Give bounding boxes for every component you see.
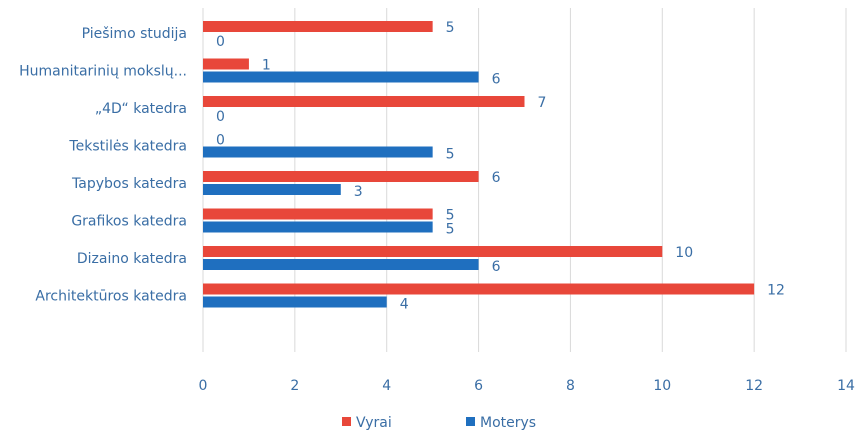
- x-tick-label: 4: [382, 378, 391, 394]
- bar-vyrai: [203, 96, 525, 107]
- x-tick-label: 12: [745, 378, 763, 394]
- x-tick-label: 8: [566, 378, 575, 394]
- bar-moterys: [203, 259, 479, 270]
- category-label: Architektūros katedra: [35, 289, 187, 305]
- data-label: 10: [675, 245, 693, 261]
- x-tick-label: 2: [290, 378, 299, 394]
- data-label: 0: [216, 109, 225, 125]
- data-label: 7: [538, 95, 547, 111]
- data-label: 1: [262, 58, 271, 74]
- x-tick-label: 14: [837, 378, 855, 394]
- data-label: 6: [492, 259, 501, 275]
- data-label: 6: [492, 72, 501, 88]
- category-label: Dizaino katedra: [77, 251, 187, 267]
- bar-vyrai: [203, 21, 433, 32]
- x-axis-tick-labels: 0 2 4 6 8 10 12 14: [199, 378, 855, 394]
- data-label: 3: [354, 184, 363, 200]
- bar-moterys: [203, 296, 387, 308]
- x-tick-label: 10: [653, 378, 671, 394]
- data-label: 4: [400, 297, 409, 313]
- legend-swatch-vyrai: [342, 417, 351, 426]
- data-label: 0: [216, 133, 225, 149]
- data-label: 0: [216, 34, 225, 50]
- legend-label-moterys: Moterys: [480, 415, 536, 431]
- bar-moterys: [203, 146, 433, 158]
- data-label: 5: [446, 208, 455, 224]
- data-label: 12: [767, 283, 785, 299]
- data-label: 5: [446, 147, 455, 163]
- legend-swatch-moterys: [466, 417, 475, 426]
- category-label: Tekstilės katedra: [68, 139, 187, 155]
- category-labels: Piešimo studija Humanitarinių mokslų... „4…: [19, 26, 187, 305]
- legend-label-vyrai: Vyrai: [356, 415, 392, 431]
- bar-vyrai: [203, 283, 755, 295]
- bar-vyrai: [203, 246, 663, 257]
- bars: [203, 21, 755, 308]
- data-label: 5: [446, 222, 455, 238]
- category-label: Piešimo studija: [82, 26, 187, 42]
- category-label: „4D“ katedra: [95, 101, 187, 117]
- data-label: 5: [446, 20, 455, 36]
- bar-vyrai: [203, 171, 479, 182]
- category-label: Humanitarinių mokslų...: [19, 64, 187, 80]
- bar-moterys: [203, 71, 479, 83]
- data-label: 6: [492, 170, 501, 186]
- legend: Vyrai Moterys: [342, 415, 536, 431]
- bar-vyrai: [203, 208, 433, 220]
- category-label: Tapybos katedra: [71, 176, 187, 192]
- category-label: Grafikos katedra: [71, 214, 187, 230]
- bar-moterys: [203, 221, 433, 233]
- bar-moterys: [203, 184, 341, 195]
- x-tick-label: 6: [474, 378, 483, 394]
- bar-vyrai: [203, 58, 249, 70]
- x-tick-label: 0: [199, 378, 208, 394]
